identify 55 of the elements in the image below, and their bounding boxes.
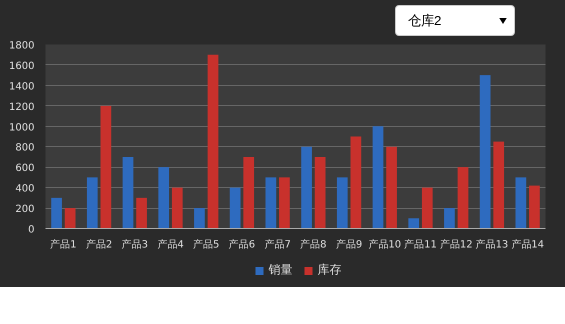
bar [86,177,98,228]
x-tick-label: 产品5 [193,238,220,250]
y-tick-label: 1600 [9,60,35,72]
x-tick-label: 产品7 [264,238,291,250]
bar [301,146,312,228]
x-tick-label: 产品8 [300,238,327,250]
bar [516,177,526,228]
bar [493,142,504,228]
y-tick-label: 400 [15,184,35,195]
bar [314,156,326,228]
y-tick-label: 200 [15,204,35,216]
y-tick-label: 800 [15,142,35,154]
x-tick-label: 产品6 [228,238,256,250]
bar [172,188,183,228]
y-tick-label: 0 [28,224,35,236]
bar [64,208,76,228]
bar [279,177,290,228]
x-tick-label: 产品1 [50,238,77,250]
x-tick-label: 产品4 [157,238,184,250]
x-tick-label: 产品2 [86,238,112,250]
bar [158,167,170,228]
legend-label: 销量 [268,262,292,278]
bar [458,167,468,228]
bar [122,156,134,228]
x-tick-label: 产品12 [440,238,473,250]
bar [266,177,276,228]
x-tick-label: 产品14 [511,238,544,250]
bar [408,218,420,228]
bar [208,54,218,228]
x-tick-label: 产品9 [336,238,362,250]
y-tick-label: 1800 [9,40,35,52]
bar [480,75,490,228]
bar [243,156,254,228]
text: 仓库2 [395,5,515,36]
bar [372,126,384,228]
bar [529,186,540,228]
x-tick-label: 产品3 [122,238,148,250]
bar [386,146,397,228]
x-tick-label: 产品13 [476,238,508,250]
x-tick-label: 产品10 [368,238,402,250]
bar [422,188,433,228]
x-tick-label: 产品11 [404,238,437,250]
bar [444,208,455,228]
y-tick-label: 600 [15,163,35,174]
bar [336,177,348,228]
y-tick-label: 1000 [9,122,35,134]
legend-label: 库存 [318,262,342,278]
y-tick-label: 1400 [9,81,35,92]
y-tick-label: 1200 [9,102,35,113]
bar [350,136,362,228]
bar [136,198,147,228]
bar [230,188,240,228]
bar [51,198,62,228]
bar [100,106,112,228]
bar [194,208,205,228]
